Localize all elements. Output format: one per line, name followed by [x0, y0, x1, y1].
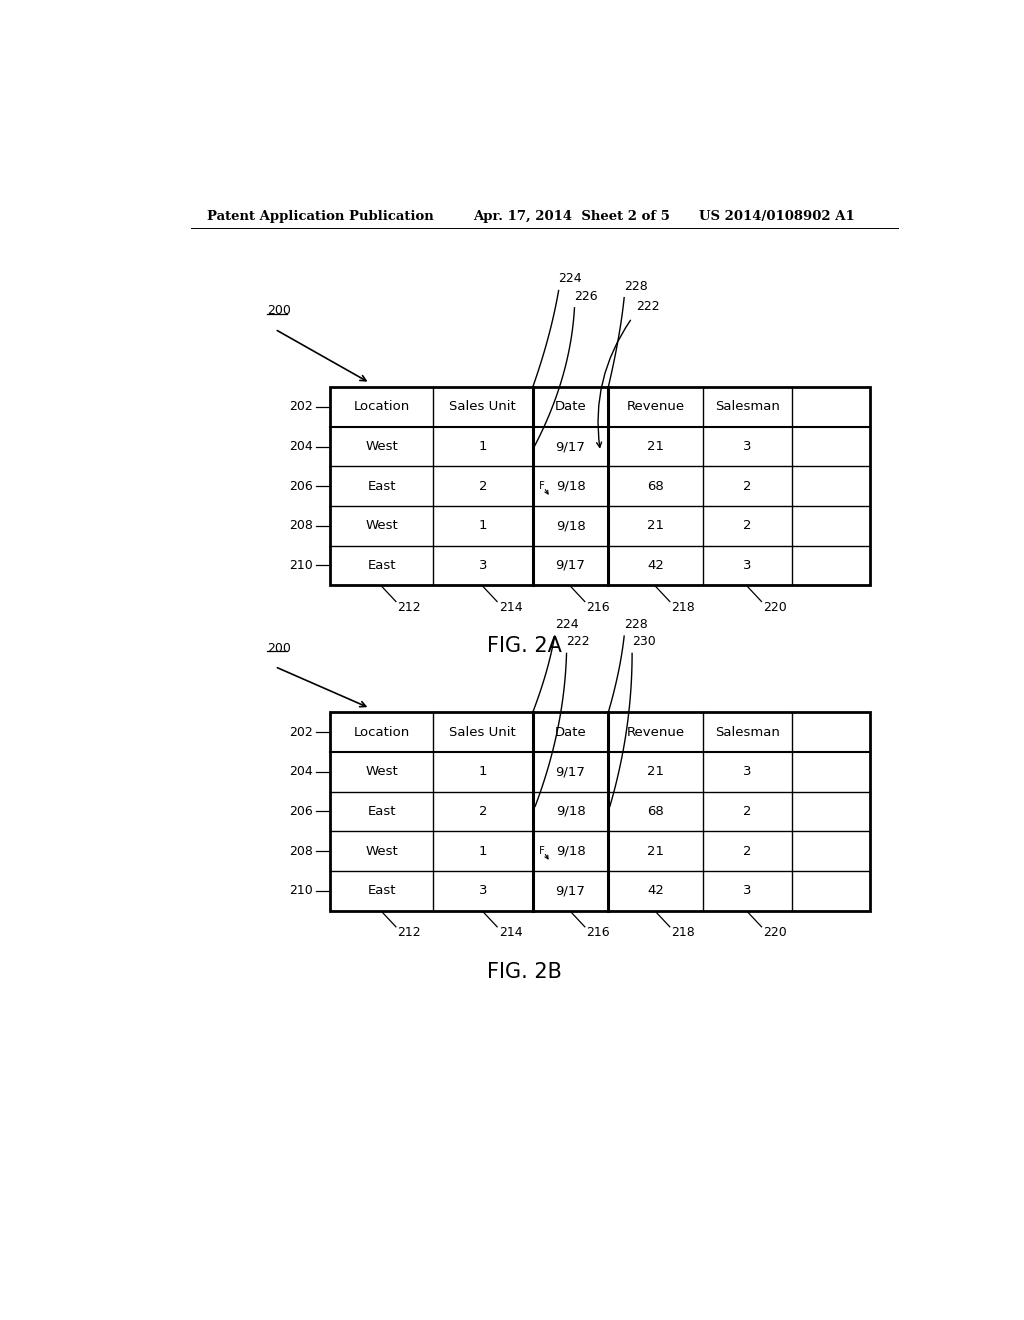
Text: 222: 222	[566, 635, 590, 648]
Text: Salesman: Salesman	[715, 400, 779, 413]
Text: Date: Date	[555, 726, 587, 739]
Text: 220: 220	[763, 601, 786, 614]
Text: 220: 220	[763, 927, 786, 940]
Text: 230: 230	[632, 635, 655, 648]
Text: 1: 1	[478, 845, 487, 858]
Text: 202: 202	[289, 400, 313, 413]
Text: 1: 1	[478, 440, 487, 453]
Text: Location: Location	[353, 400, 410, 413]
Text: 3: 3	[478, 884, 487, 898]
Text: 226: 226	[574, 289, 598, 302]
Text: 9/18: 9/18	[557, 845, 587, 858]
FancyBboxPatch shape	[331, 387, 870, 585]
Text: 9/17: 9/17	[556, 766, 586, 779]
Text: 21: 21	[647, 440, 664, 453]
Text: Revenue: Revenue	[627, 726, 685, 739]
Text: 228: 228	[625, 618, 648, 631]
Text: 9/17: 9/17	[556, 884, 586, 898]
Text: 210: 210	[289, 884, 313, 898]
Text: 228: 228	[625, 280, 648, 293]
Text: 9/18: 9/18	[556, 519, 586, 532]
Text: 9/18: 9/18	[556, 805, 586, 818]
Text: East: East	[368, 479, 396, 492]
Text: 2: 2	[743, 479, 752, 492]
Text: 204: 204	[289, 440, 313, 453]
Text: 3: 3	[478, 558, 487, 572]
Text: East: East	[368, 805, 396, 818]
Text: Revenue: Revenue	[627, 400, 685, 413]
Text: 9/18: 9/18	[557, 479, 587, 492]
Text: West: West	[366, 440, 398, 453]
Text: 218: 218	[672, 601, 695, 614]
Text: 224: 224	[555, 618, 579, 631]
Text: 214: 214	[499, 927, 522, 940]
Text: 21: 21	[647, 766, 664, 779]
Text: 218: 218	[672, 927, 695, 940]
Text: Sales Unit: Sales Unit	[450, 400, 516, 413]
Text: West: West	[366, 519, 398, 532]
Text: 68: 68	[647, 479, 664, 492]
Text: 68: 68	[647, 805, 664, 818]
Text: 2: 2	[478, 479, 487, 492]
Text: Patent Application Publication: Patent Application Publication	[207, 210, 434, 223]
Text: 200: 200	[267, 305, 291, 317]
Text: 1: 1	[478, 519, 487, 532]
Text: 9/17: 9/17	[556, 558, 586, 572]
Text: 42: 42	[647, 884, 664, 898]
Text: East: East	[368, 884, 396, 898]
Text: 2: 2	[743, 805, 752, 818]
Text: 9/17: 9/17	[556, 440, 586, 453]
Text: 212: 212	[397, 601, 421, 614]
Text: 214: 214	[499, 601, 522, 614]
Text: 3: 3	[743, 440, 752, 453]
Text: F: F	[539, 846, 545, 857]
Text: 21: 21	[647, 845, 664, 858]
Text: F: F	[539, 482, 545, 491]
Text: 224: 224	[559, 272, 583, 285]
Text: West: West	[366, 766, 398, 779]
Text: 21: 21	[647, 519, 664, 532]
Text: 2: 2	[743, 519, 752, 532]
Text: 204: 204	[289, 766, 313, 779]
Text: 210: 210	[289, 558, 313, 572]
Text: US 2014/0108902 A1: US 2014/0108902 A1	[699, 210, 855, 223]
Text: Sales Unit: Sales Unit	[450, 726, 516, 739]
Text: 212: 212	[397, 927, 421, 940]
Text: 3: 3	[743, 766, 752, 779]
Text: FIG. 2A: FIG. 2A	[487, 636, 562, 656]
Text: 208: 208	[289, 519, 313, 532]
FancyBboxPatch shape	[331, 713, 870, 911]
Text: East: East	[368, 558, 396, 572]
Text: 216: 216	[587, 601, 610, 614]
Text: Apr. 17, 2014  Sheet 2 of 5: Apr. 17, 2014 Sheet 2 of 5	[473, 210, 670, 223]
Text: 202: 202	[289, 726, 313, 739]
Text: 2: 2	[478, 805, 487, 818]
Text: 216: 216	[587, 927, 610, 940]
Text: Location: Location	[353, 726, 410, 739]
Text: 206: 206	[289, 479, 313, 492]
Text: 2: 2	[743, 845, 752, 858]
Text: 42: 42	[647, 558, 664, 572]
Text: Salesman: Salesman	[715, 726, 779, 739]
Text: 200: 200	[267, 642, 291, 655]
Text: West: West	[366, 845, 398, 858]
Text: Date: Date	[555, 400, 587, 413]
Text: 206: 206	[289, 805, 313, 818]
Text: 222: 222	[636, 300, 659, 313]
Text: 3: 3	[743, 884, 752, 898]
Text: 3: 3	[743, 558, 752, 572]
Text: FIG. 2B: FIG. 2B	[487, 961, 562, 982]
Text: 1: 1	[478, 766, 487, 779]
Text: 208: 208	[289, 845, 313, 858]
